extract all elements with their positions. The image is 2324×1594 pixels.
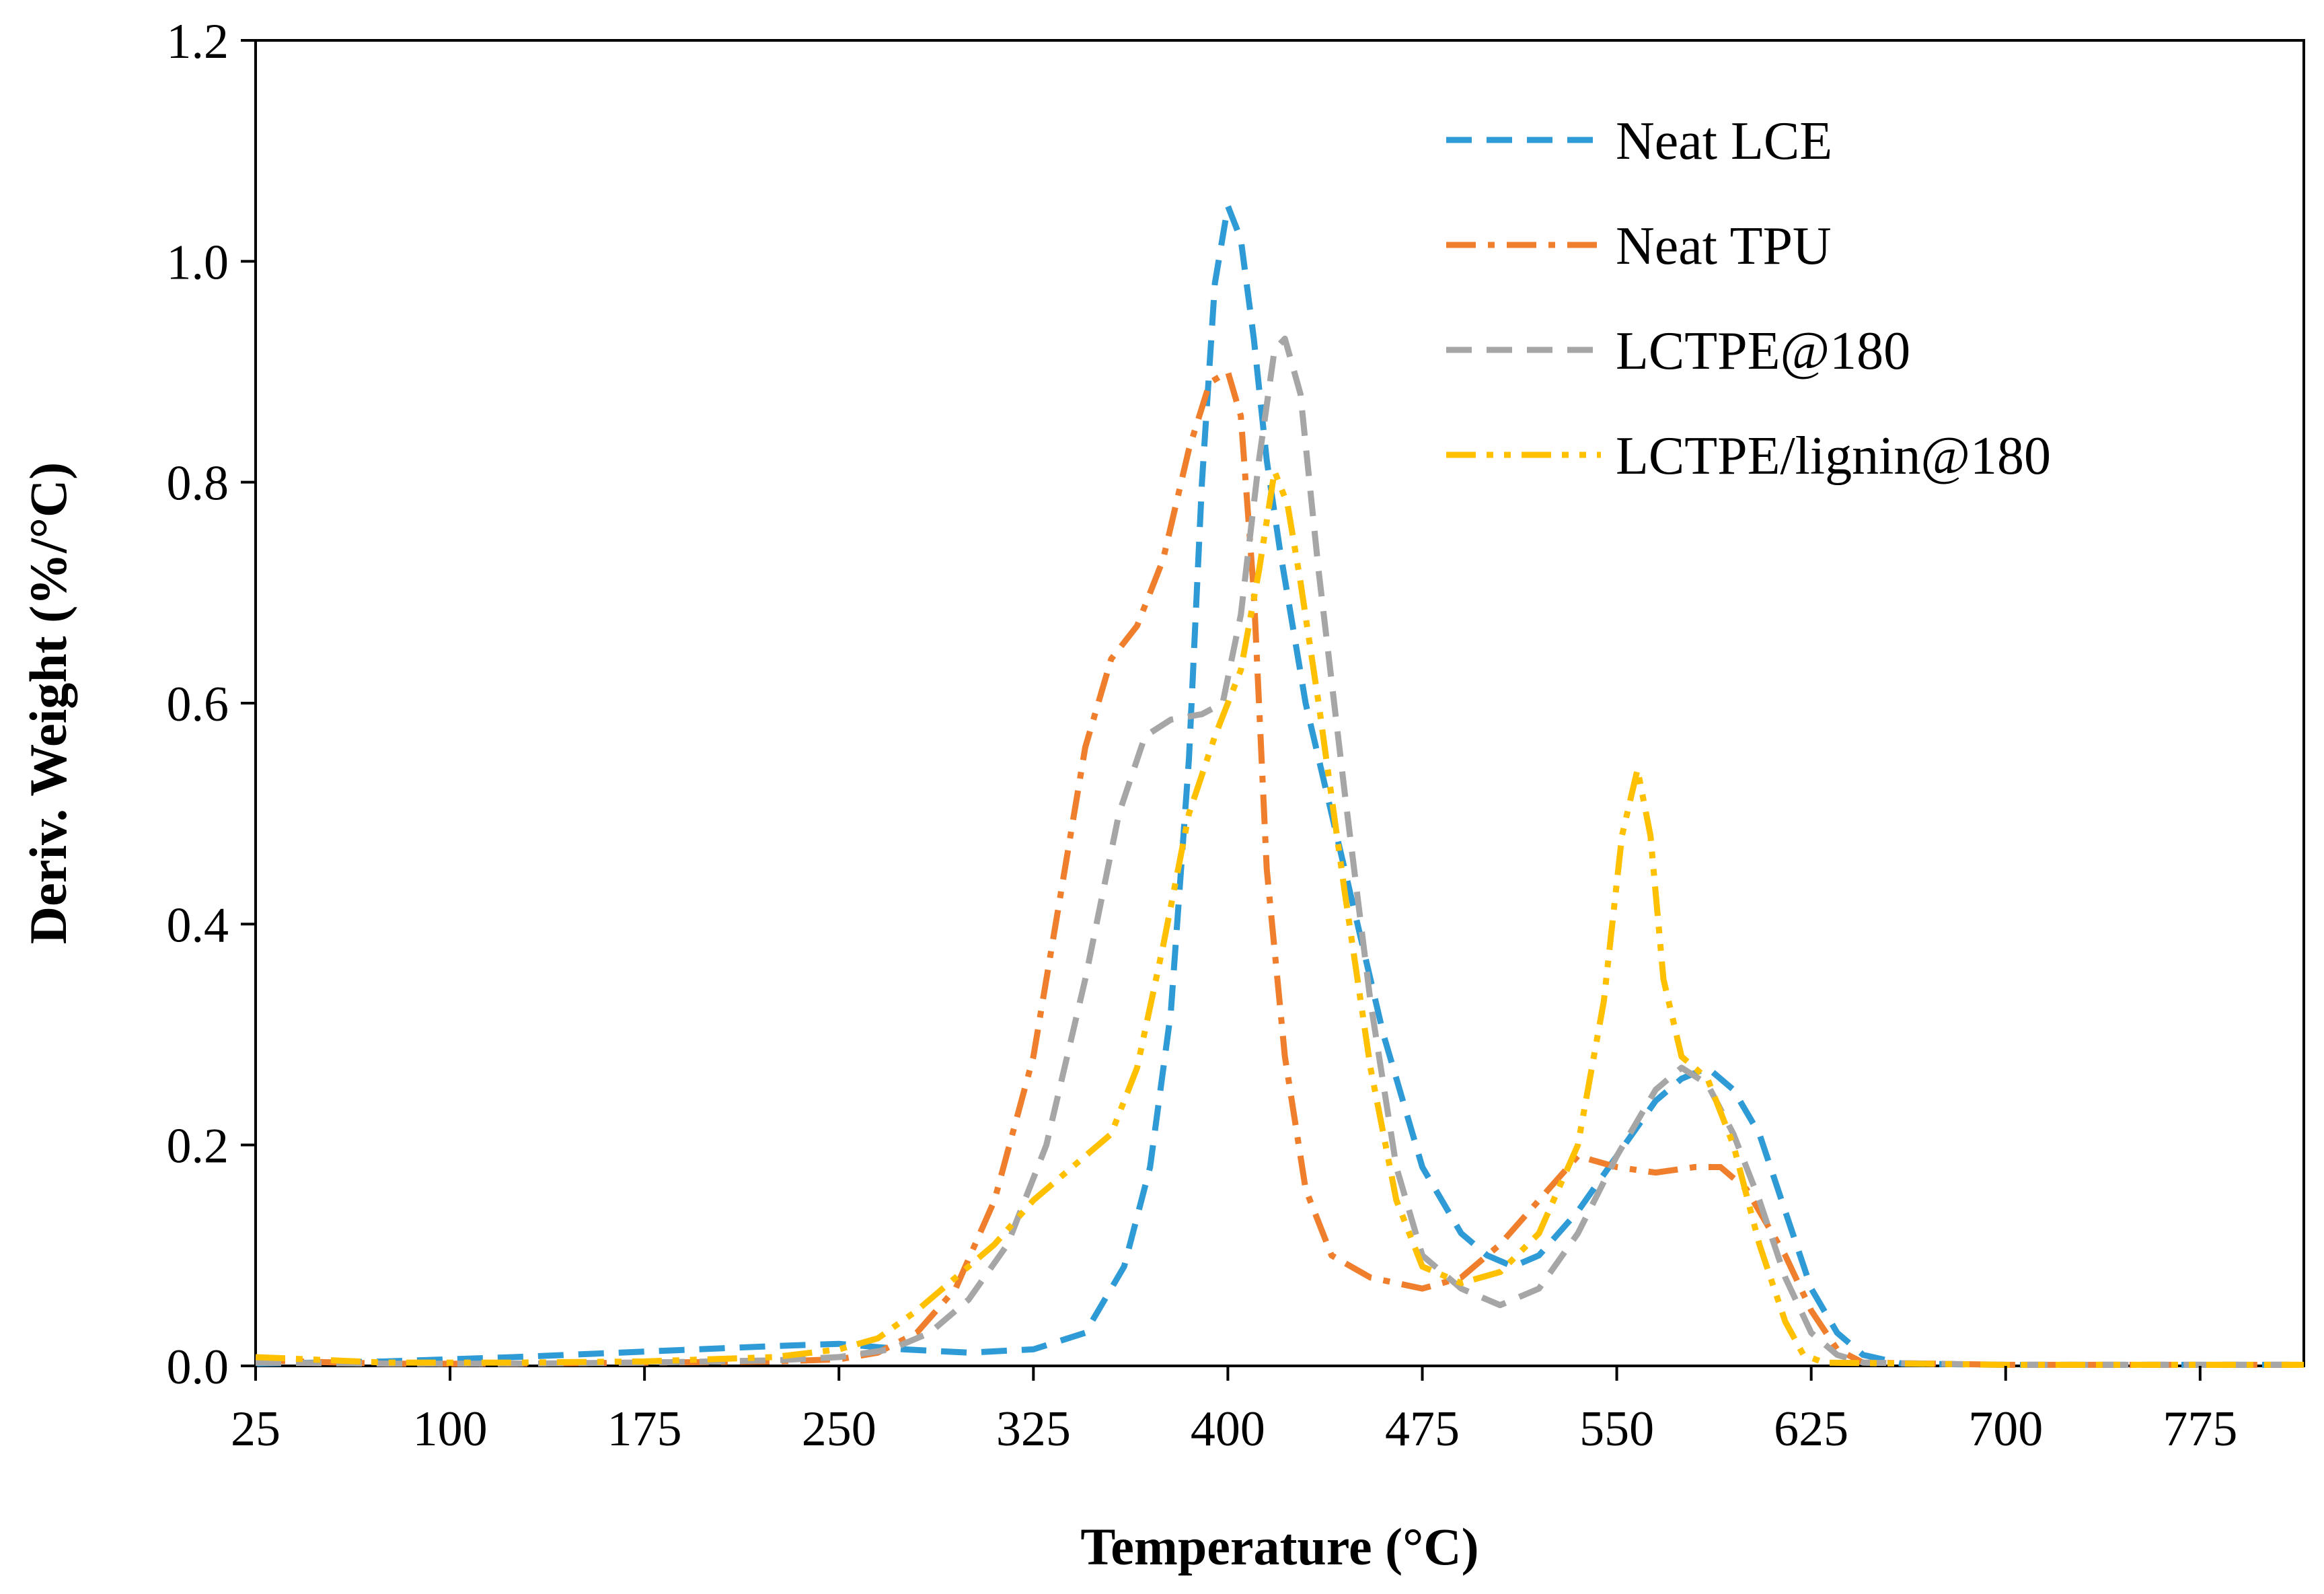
x-axis-title: Temperature (°C): [1080, 1517, 1478, 1576]
x-tick-label: 100: [413, 1402, 488, 1457]
series-line-3: [255, 335, 2304, 1368]
x-tick-label: 625: [1774, 1402, 1848, 1457]
legend-label: Neat LCE: [1616, 112, 1832, 171]
series-line-1: [255, 203, 2304, 1368]
ticks-layer: 25 100 175 250 325 400 475 550 625 700 775 0.0 0.2 0.…: [167, 14, 2238, 1457]
y-axis-title: Deriv. Weight (%/°C): [19, 462, 77, 945]
y-tick-label: 0.2: [167, 1119, 229, 1174]
y-tick-label: 0.0: [167, 1340, 229, 1395]
x-tick-label: 550: [1579, 1402, 1654, 1457]
series-line-4: [255, 468, 2304, 1368]
y-tick-label: 1.0: [167, 235, 229, 290]
x-tick-label: 700: [1968, 1402, 2043, 1457]
x-tick-label: 325: [996, 1402, 1071, 1457]
series-layer: [255, 203, 2304, 1368]
series-line-2: [255, 369, 2304, 1368]
x-tick-label: 175: [607, 1402, 682, 1457]
legend-label: Neat TPU: [1616, 217, 1832, 276]
x-tick-label: 25: [231, 1402, 280, 1457]
y-tick-label: 1.2: [167, 14, 229, 69]
y-tick-label: 0.6: [167, 677, 229, 732]
x-tick-label: 250: [802, 1402, 876, 1457]
legend-label: LCTPE@180: [1616, 322, 1910, 381]
legend: Neat LCE Neat TPU LCTPE@180 LCTPE/lignin@18…: [1446, 112, 2051, 486]
y-tick-label: 0.4: [167, 898, 229, 953]
legend-label: LCTPE/lignin@180: [1616, 427, 2051, 486]
x-tick-label: 775: [2163, 1402, 2237, 1457]
x-tick-label: 400: [1191, 1402, 1265, 1457]
x-tick-label: 475: [1385, 1402, 1460, 1457]
y-tick-label: 0.8: [167, 456, 229, 511]
